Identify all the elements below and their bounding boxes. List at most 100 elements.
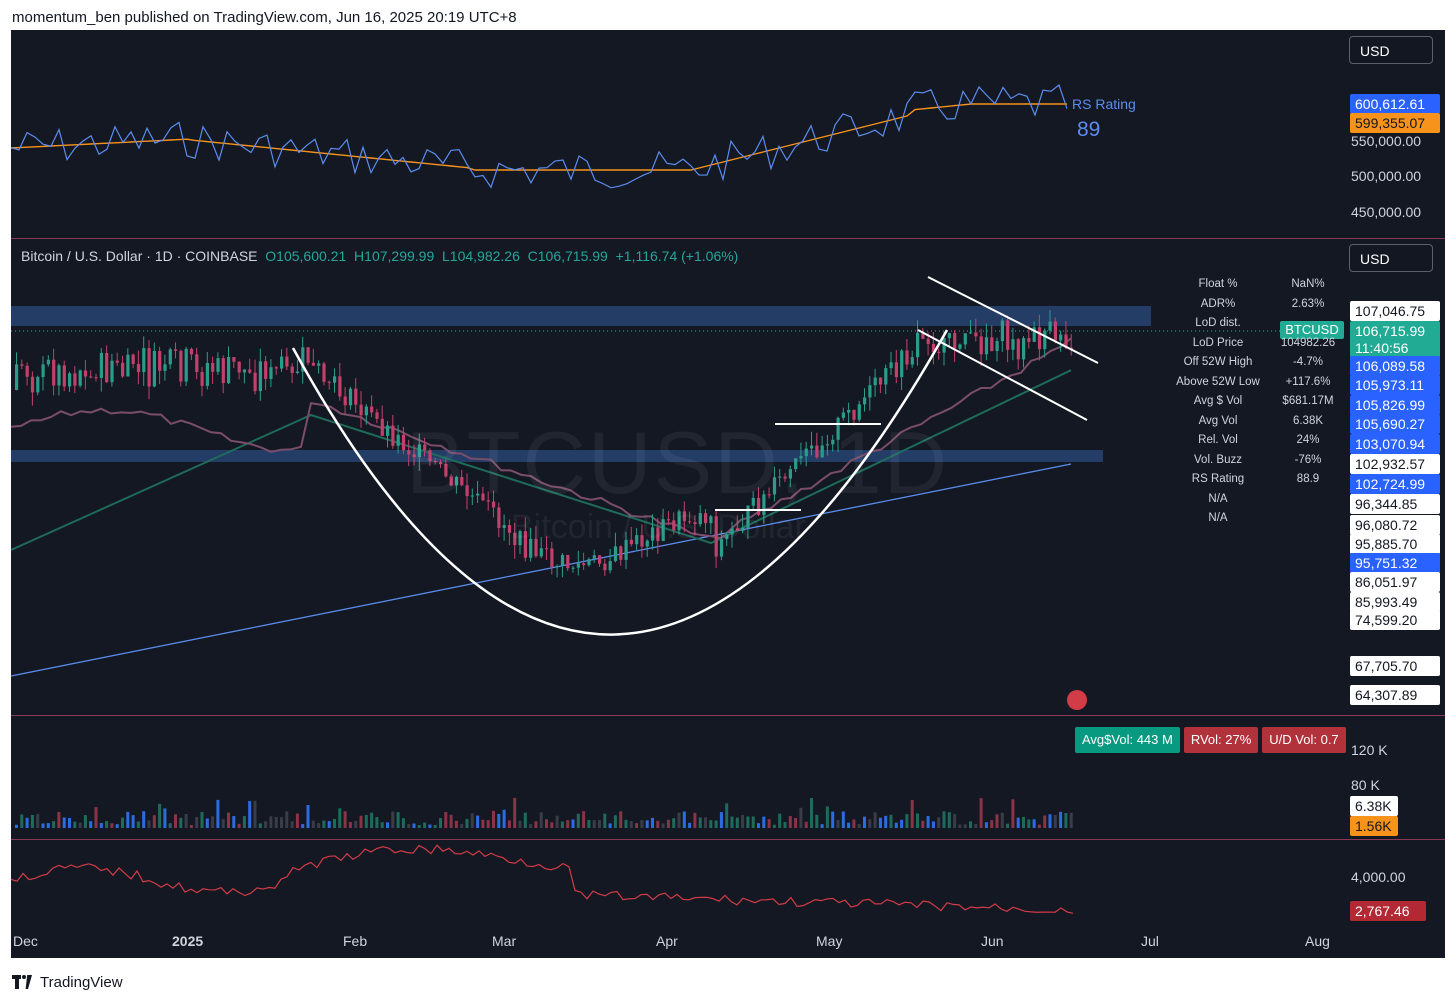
- price-level-tag: 102,724.99: [1350, 474, 1440, 494]
- candle-body: [121, 362, 125, 377]
- volume-bar: [370, 812, 374, 828]
- symbol-watermark: BTCUSD, 1D: [406, 413, 950, 512]
- price-axis[interactable]: USD USD 550,000.00 500,000.00 450,000.00 60…: [1347, 30, 1445, 958]
- candle-body: [232, 356, 236, 362]
- candle-body: [661, 519, 665, 541]
- volume-bar: [794, 817, 798, 828]
- candle-body: [454, 476, 459, 486]
- volume-bar: [62, 817, 66, 828]
- candle-body: [767, 494, 771, 496]
- candle-body: [995, 341, 999, 351]
- candle-body: [831, 439, 835, 445]
- candle-body: [608, 561, 612, 571]
- volume-bar: [200, 812, 204, 828]
- volume-bar: [534, 821, 538, 828]
- pane-separator[interactable]: [11, 238, 1445, 239]
- price-level-tag: 103,070.94: [1350, 434, 1440, 454]
- volume-badge: Avg$Vol: 443 M: [1075, 727, 1180, 753]
- volume-bar: [852, 819, 856, 828]
- candle-body: [470, 495, 474, 497]
- candle-body: [57, 365, 61, 386]
- candle-body: [598, 555, 602, 564]
- candle-body: [364, 406, 368, 416]
- stats-value: 104982.26: [1280, 336, 1336, 349]
- volume-bar: [36, 814, 40, 828]
- volume-bar: [68, 817, 71, 828]
- candle-body: [513, 532, 517, 546]
- candle-body: [227, 356, 231, 384]
- candle-body: [810, 445, 814, 449]
- pane-separator[interactable]: [11, 839, 1445, 840]
- time-axis-label: Apr: [656, 933, 678, 949]
- candle-body: [83, 370, 88, 377]
- volume-bar: [942, 811, 946, 828]
- candle-body: [94, 377, 98, 379]
- volume-bar: [338, 808, 342, 828]
- chart-drawing[interactable]: [11, 30, 1347, 958]
- volume-badge: RVol: 27%: [1183, 727, 1259, 753]
- price-currency-button[interactable]: USD: [1349, 244, 1433, 272]
- candle-body: [497, 507, 501, 528]
- flag-lower-trendline: [917, 329, 1088, 421]
- rs-rating-line: [11, 84, 1068, 189]
- volume-bar: [873, 812, 877, 828]
- candle-body: [280, 356, 284, 369]
- candle-body: [1037, 327, 1042, 350]
- candle-body: [476, 493, 480, 496]
- candle-body: [545, 548, 549, 550]
- candle-body: [253, 372, 257, 392]
- rs-currency-button[interactable]: USD: [1349, 36, 1433, 64]
- candle-body: [311, 362, 315, 366]
- ohlc-high: H107,299.99: [354, 248, 435, 264]
- candle-body: [25, 365, 29, 377]
- ohlc-close: C106,715.99: [527, 248, 608, 264]
- candle-body: [110, 360, 114, 383]
- candle-body: [969, 332, 973, 334]
- price-level-tag: 95,885.70: [1350, 534, 1440, 554]
- candle-body: [1064, 334, 1068, 348]
- chart-canvas[interactable]: RS Rating 89 Bitcoin / U.S. Dollar · 1D …: [11, 30, 1445, 958]
- candle-body: [735, 528, 739, 531]
- volume-bar: [407, 823, 411, 828]
- stats-value: -4.7%: [1292, 356, 1324, 368]
- volume-bar: [714, 820, 718, 828]
- pane-separator[interactable]: [11, 715, 1445, 716]
- candle-body: [820, 445, 824, 458]
- volume-bar: [947, 812, 951, 828]
- volume-bar: [391, 811, 395, 828]
- candle-body: [502, 525, 506, 528]
- candle-body: [174, 349, 178, 351]
- candle-body: [730, 528, 734, 535]
- candle-body: [852, 409, 856, 420]
- price-level-tag: 106,089.58: [1350, 356, 1440, 376]
- candle-body: [878, 377, 883, 385]
- candle-body: [566, 554, 570, 569]
- candle-body: [794, 458, 798, 470]
- volume-bar: [741, 814, 745, 828]
- volume-bar: [582, 811, 586, 828]
- volume-bar: [804, 821, 808, 828]
- candle-body: [894, 362, 898, 378]
- candle-body: [423, 444, 427, 451]
- candle-body: [900, 350, 904, 378]
- candle-body: [439, 462, 443, 464]
- volume-bar: [168, 823, 172, 828]
- candle-body: [1053, 321, 1057, 341]
- time-axis-label: Jul: [1141, 933, 1159, 949]
- candle-body: [947, 332, 951, 339]
- volume-bar: [640, 820, 644, 828]
- volume-bar: [629, 821, 633, 828]
- candle-body: [147, 348, 151, 387]
- symbol-legend[interactable]: Bitcoin / U.S. Dollar · 1D · COINBASE O1…: [21, 248, 738, 264]
- candle-body: [274, 367, 278, 369]
- rs-axis-label: 450,000.00: [1351, 204, 1422, 220]
- price-level-tag: 102,932.57: [1350, 454, 1440, 474]
- candle-body: [582, 563, 586, 566]
- volume-bar: [306, 805, 310, 828]
- volume-bar: [772, 824, 776, 828]
- volume-bar: [608, 823, 612, 828]
- stats-key: Vol. Buzz: [1194, 453, 1242, 466]
- ma21-line: [11, 337, 1072, 540]
- candle-body: [576, 563, 580, 568]
- candle-body: [507, 525, 512, 533]
